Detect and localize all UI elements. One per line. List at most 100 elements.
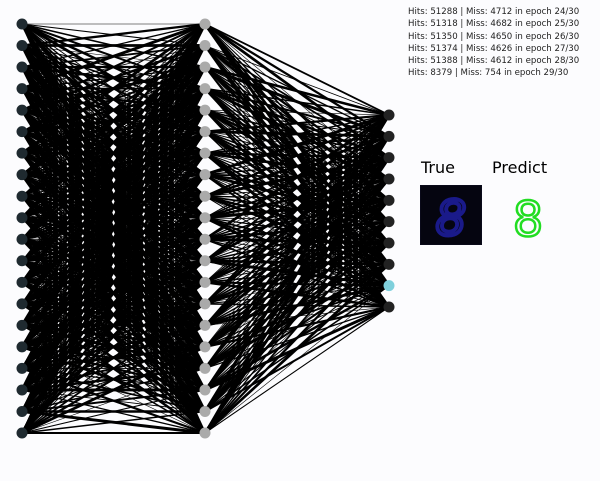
connection-line (204, 65, 390, 117)
input-neuron (16, 147, 28, 159)
input-neuron (16, 255, 28, 267)
true-label: True (421, 158, 455, 177)
connection-line (21, 23, 206, 412)
input-neuron (16, 190, 28, 202)
output-neuron (383, 237, 395, 249)
connection-line (204, 23, 390, 116)
output-neuron (383, 216, 395, 228)
connection-line (21, 23, 206, 176)
connection-line (21, 23, 206, 68)
input-neuron (16, 169, 28, 181)
connection-line (21, 23, 206, 240)
output-neuron (383, 109, 395, 121)
input-neuron (16, 298, 28, 310)
connection-line (21, 23, 206, 219)
connection-line (21, 23, 206, 261)
connection-line (21, 22, 206, 47)
true-digit: 8 (436, 191, 467, 244)
input-neuron (16, 319, 28, 331)
connection-line (204, 114, 390, 391)
connection-line (21, 45, 206, 434)
connection-line (204, 113, 390, 241)
output-neuron (383, 152, 395, 164)
connection-line (204, 114, 390, 434)
connection-line (21, 152, 206, 434)
input-neuron (16, 61, 28, 73)
hidden-neuron (199, 40, 211, 52)
connection-line (204, 114, 390, 305)
predicted-digit: 8 (513, 192, 544, 242)
connection-line (21, 23, 206, 283)
connection-line (21, 303, 206, 434)
input-neuron (16, 405, 28, 417)
hidden-neuron (199, 341, 211, 353)
connection-line (21, 410, 206, 434)
connection-line (20, 23, 207, 327)
hidden-neuron (199, 147, 211, 159)
connection-line (204, 114, 390, 154)
connection-line (20, 109, 207, 434)
connection-line (204, 199, 390, 434)
input-neuron (16, 126, 28, 138)
connection-line (204, 114, 390, 370)
connection-line (204, 113, 390, 177)
hidden-neuron (199, 298, 211, 310)
hidden-neuron (199, 319, 211, 331)
output-neuron (383, 194, 395, 206)
input-neuron (16, 18, 28, 30)
connection-line (21, 66, 206, 434)
connection-line (204, 242, 390, 434)
connection-line (204, 114, 390, 326)
training-log-line: Hits: 8379 | Miss: 754 in epoch 29/30 (408, 68, 569, 79)
training-log-line: Hits: 51288 | Miss: 4712 in epoch 24/30 (408, 7, 580, 17)
input-neuron (16, 83, 28, 95)
connection-line (204, 45, 390, 116)
connection-line (21, 324, 206, 434)
hidden-neuron (199, 276, 211, 288)
training-log-line: Hits: 51350 | Miss: 4650 in epoch 26/30 (408, 31, 580, 42)
network-neurons (16, 18, 395, 439)
input-neuron (16, 233, 28, 245)
connection-line (21, 23, 206, 348)
connection-line (21, 23, 206, 369)
input-neuron (16, 341, 28, 353)
input-neuron (16, 384, 28, 396)
input-neuron (16, 104, 28, 116)
predicted-digit-image: 8 (511, 192, 544, 242)
training-log-line: Hits: 51374 | Miss: 4626 in epoch 27/30 (408, 43, 580, 54)
connection-line (204, 221, 390, 434)
connection-line (21, 368, 206, 434)
connection-line (204, 114, 390, 262)
connection-line (21, 22, 206, 155)
input-neuron (16, 362, 28, 374)
connection-line (203, 114, 391, 413)
connection-line (204, 114, 390, 348)
hidden-neuron (199, 83, 211, 95)
output-neuron (383, 301, 395, 313)
output-neuron (383, 258, 395, 270)
hidden-neuron (199, 384, 211, 396)
hidden-neuron (199, 405, 211, 417)
connection-line (204, 306, 390, 434)
connection-line (204, 87, 390, 116)
connection-line (203, 156, 391, 434)
network-connections (20, 22, 391, 435)
connection-line (203, 135, 391, 434)
connection-line (204, 113, 390, 133)
true-digit-image: 8 (420, 185, 482, 245)
predict-label: Predict (492, 158, 548, 177)
output-neuron (383, 280, 395, 292)
connection-line (21, 88, 206, 434)
input-neuron (16, 212, 28, 224)
connection-line (204, 263, 390, 435)
hidden-neuron (199, 190, 211, 202)
hidden-neuron (199, 255, 211, 267)
hidden-neuron (199, 362, 211, 374)
connection-line (21, 345, 206, 435)
connection-line (21, 389, 206, 434)
connection-line (21, 22, 206, 90)
connection-line (21, 23, 206, 434)
training-log: Hits: 51288 | Miss: 4712 in epoch 24/30 … (408, 6, 598, 80)
hidden-neuron (199, 233, 211, 245)
